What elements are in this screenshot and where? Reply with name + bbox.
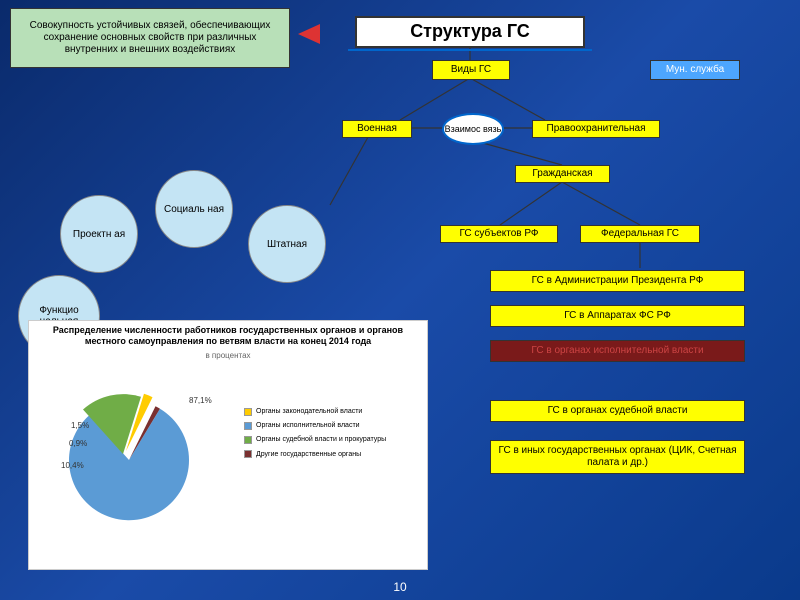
pie-chart-panel: Распределение численности работников гос… [28,320,428,570]
legend-item: Другие государственные органы [244,449,424,460]
pie-label: 0,9% [69,439,87,448]
list-item: ГС в иных государственных органах (ЦИК, … [490,440,745,474]
page-number: 10 [393,580,406,594]
pie-label: 1,5% [71,421,89,430]
arrow-left-icon [298,24,320,44]
pie-label: 87,1% [189,396,212,405]
list-item: ГС в Администрации Президента РФ [490,270,745,292]
lawenf-node: Правоохранительная [532,120,660,138]
bubble-staff: Штатная [248,205,326,283]
list-item: ГС в органах исполнительной власти [490,340,745,362]
subjects-node: ГС субъектов РФ [440,225,558,243]
federal-node: Федеральная ГС [580,225,700,243]
bubble-social: Социаль ная [155,170,233,248]
bubble-project: Проектн ая [60,195,138,273]
legend-item: Органы законодательной власти [244,406,424,417]
chart-legend: Органы законодательной власти Органы исп… [244,406,424,463]
mun-service: Мун. служба [650,60,740,80]
pie-label: 10,4% [61,461,84,470]
military-node: Военная [342,120,412,138]
definition-box: Совокупность устойчивых связей, обеспечи… [10,8,290,68]
civil-node: Гражданская [515,165,610,183]
chart-title: Распределение численности работников гос… [29,321,427,351]
list-item: ГС в органах судебной власти [490,400,745,422]
interlink-oval: Взаимос вязь [442,113,504,145]
list-item: ГС в Аппаратах ФС РФ [490,305,745,327]
page-title: Структура ГС [355,16,585,48]
tree-root: Виды ГС [432,60,510,80]
legend-item: Органы исполнительной власти [244,420,424,431]
legend-item: Органы судебной власти и прокуратуры [244,434,424,445]
chart-subtitle: в процентах [29,351,427,360]
